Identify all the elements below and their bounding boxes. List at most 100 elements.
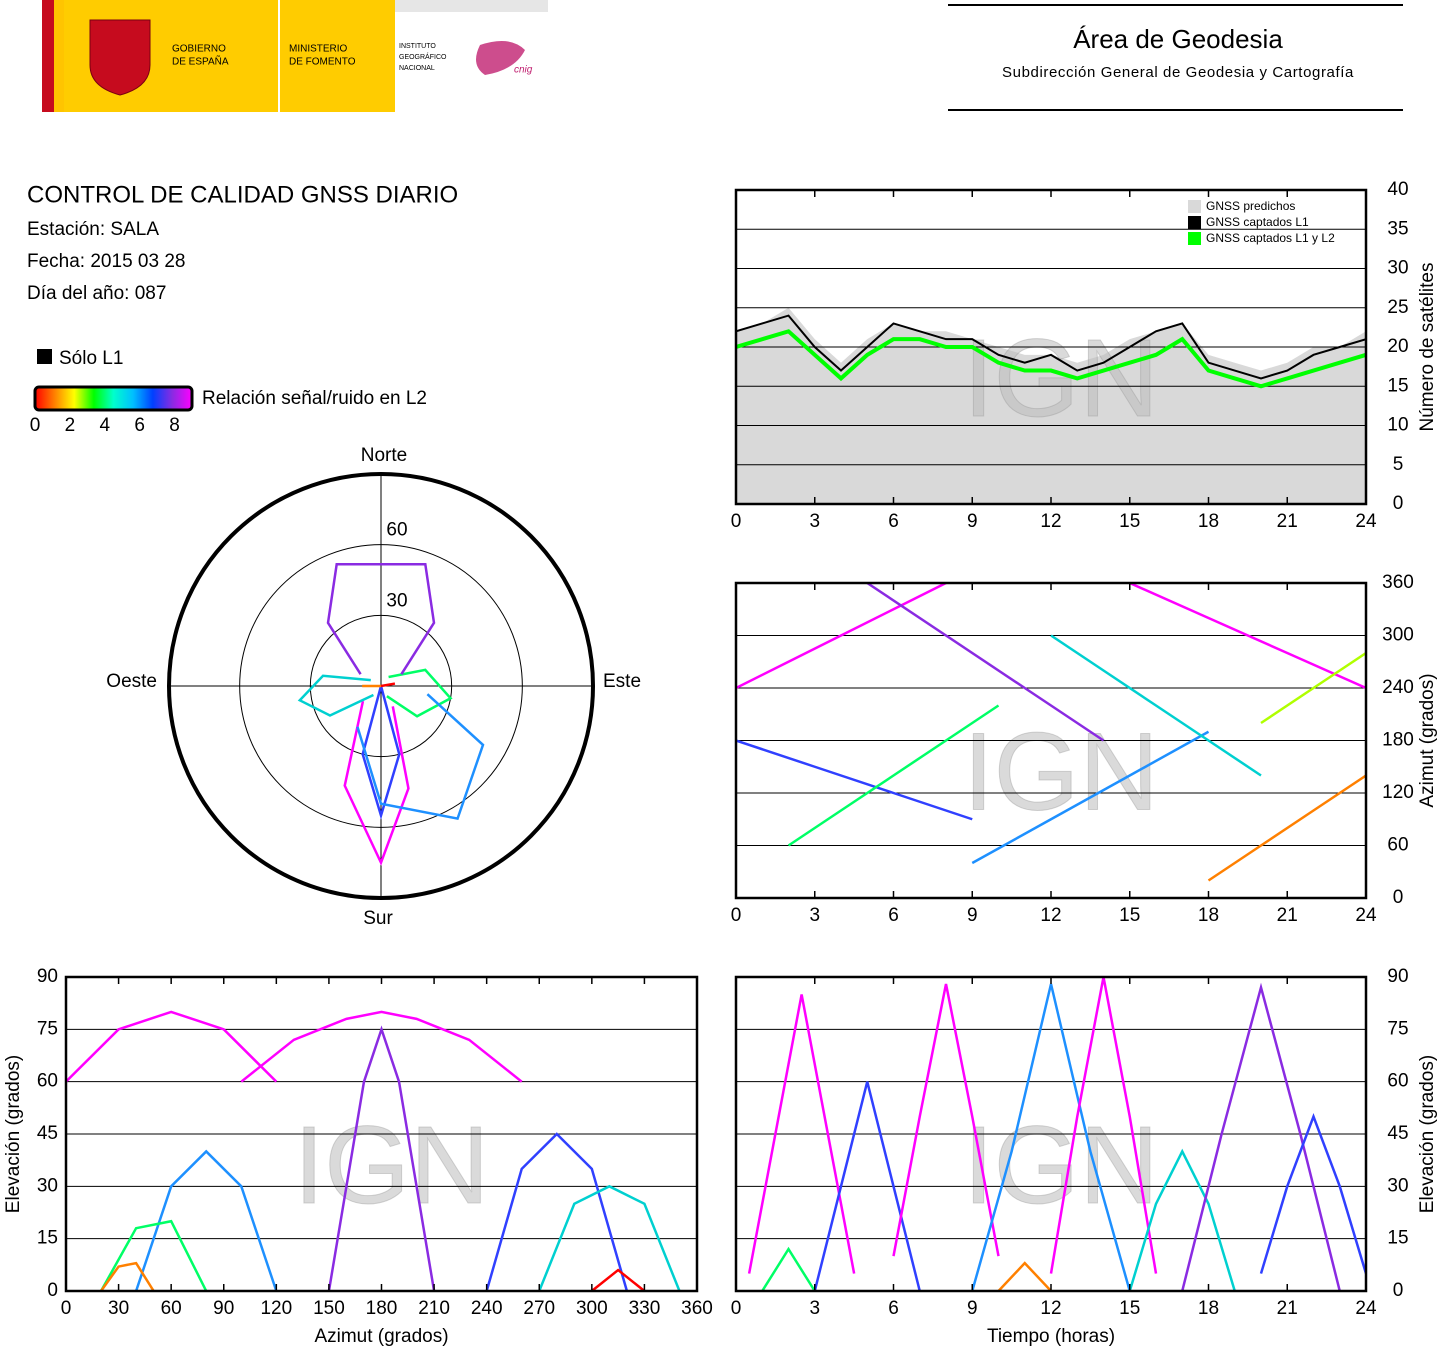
x-tick-label: 24: [1355, 511, 1377, 532]
legend-swatch: [1188, 216, 1201, 229]
x-tick-label: 15: [1119, 1298, 1140, 1319]
y-tick-label: 90: [1387, 966, 1408, 987]
satellite-track: [1260, 651, 1366, 725]
y-tick-label: 240: [1382, 677, 1414, 698]
satellite-track: [736, 583, 947, 690]
x-tick-label: 360: [681, 1298, 713, 1319]
x-tick-label: 18: [1198, 1298, 1219, 1319]
y-tick-label: 0: [1393, 887, 1404, 908]
emblem: [89, 19, 151, 96]
x-tick-label: 9: [967, 1298, 978, 1319]
x-tick-label: 150: [313, 1298, 345, 1319]
watermark: IGN: [963, 317, 1159, 440]
legend-swatch: [1188, 200, 1201, 213]
header-title: Área de Geodesia: [1073, 24, 1283, 54]
satellite-track: [1259, 1113, 1366, 1274]
y-tick-label: 0: [47, 1280, 58, 1301]
snr-tick-label: 4: [99, 415, 110, 436]
flag-red: [42, 0, 54, 112]
x-tick-label: 21: [1277, 511, 1298, 532]
y-axis-label: Elevación (grados): [3, 1055, 24, 1213]
y-tick-label: 5: [1393, 454, 1404, 475]
y-tick-label: 25: [1387, 297, 1408, 318]
plot-content: IGN: [66, 977, 697, 1291]
ign-text: NACIONAL: [399, 65, 435, 72]
y-axis-label: Número de satélites: [1417, 263, 1438, 432]
x-tick-label: 6: [888, 511, 899, 532]
y-tick-label: 90: [37, 966, 58, 987]
ministry-panel: [280, 0, 395, 112]
y-tick-label: 180: [1382, 730, 1414, 751]
x-tick-label: 0: [731, 511, 742, 532]
station: Estación: SALA: [27, 219, 159, 240]
l1-swatch: [37, 349, 52, 364]
x-tick-label: 12: [1040, 1298, 1061, 1319]
cnig-logo: [476, 41, 525, 75]
elevation-label: 60: [386, 520, 407, 541]
satellite-track: [485, 1132, 629, 1291]
x-tick-label: 24: [1355, 905, 1377, 926]
snr-tick-label: 6: [134, 415, 145, 436]
satellite-track: [356, 693, 485, 821]
x-tick-label: 9: [967, 905, 978, 926]
x-tick-label: 3: [809, 905, 820, 926]
y-tick-label: 60: [1387, 1071, 1408, 1092]
x-tick-label: 30: [108, 1298, 129, 1319]
x-tick-label: 240: [471, 1298, 503, 1319]
y-tick-label: 45: [37, 1123, 58, 1144]
flag-yellow: [54, 0, 64, 112]
north-label: Norte: [361, 445, 407, 466]
x-tick-label: 12: [1040, 511, 1061, 532]
east-label: Este: [603, 671, 641, 692]
ign-text: GEOGRÁFICO: [399, 52, 447, 61]
y-tick-label: 120: [1382, 782, 1414, 803]
cnig-text: cnig: [514, 65, 533, 76]
satellite-track: [1181, 982, 1341, 1291]
x-tick-label: 330: [629, 1298, 661, 1319]
y-tick-label: 60: [1387, 835, 1408, 856]
west-label: Oeste: [106, 671, 157, 692]
watermark: IGN: [294, 1104, 490, 1227]
l1-label: Sólo L1: [59, 348, 123, 369]
satellite-track: [591, 1268, 646, 1291]
x-tick-label: 9: [967, 511, 978, 532]
y-tick-label: 300: [1382, 625, 1414, 646]
satellite-track: [538, 1184, 681, 1291]
satellite-track: [736, 739, 973, 821]
gov-text: GOBIERNO: [172, 44, 226, 55]
y-axis-label: Elevación (grados): [1417, 1055, 1438, 1213]
x-tick-label: 60: [161, 1298, 182, 1319]
satellite-track: [327, 1025, 436, 1291]
x-tick-label: 0: [731, 905, 742, 926]
area-series: [736, 307, 1366, 504]
line-series: [736, 329, 1366, 389]
satellite-track: [892, 983, 1000, 1257]
legend-label: GNSS captados L1 y L2: [1206, 231, 1335, 245]
satellite-track: [1050, 634, 1262, 777]
y-tick-label: 45: [1387, 1123, 1408, 1144]
satellite-track: [297, 674, 374, 717]
satellite-track: [813, 1081, 921, 1291]
satellite-track: [66, 1010, 278, 1083]
satellite-track: [361, 685, 401, 820]
x-tick-label: 3: [809, 511, 820, 532]
x-tick-label: 210: [418, 1298, 450, 1319]
plot-content: IGN: [736, 190, 1366, 504]
satellite-track: [787, 704, 1000, 847]
x-axis-label: Tiempo (horas): [987, 1326, 1115, 1347]
satellite-track: [1207, 774, 1366, 882]
snr-tick-label: 8: [169, 415, 180, 436]
y-tick-label: 30: [37, 1175, 58, 1196]
y-tick-label: 75: [37, 1018, 58, 1039]
elevation-circle: [239, 544, 523, 828]
sky-border: [167, 472, 595, 900]
satellite-track: [240, 1010, 523, 1083]
y-tick-label: 40: [1387, 179, 1408, 200]
satellite-track: [971, 730, 1210, 865]
x-tick-label: 15: [1119, 511, 1140, 532]
y-tick-label: 35: [1387, 218, 1408, 239]
satellite-track: [1129, 583, 1366, 690]
satellite-track: [761, 1246, 816, 1291]
